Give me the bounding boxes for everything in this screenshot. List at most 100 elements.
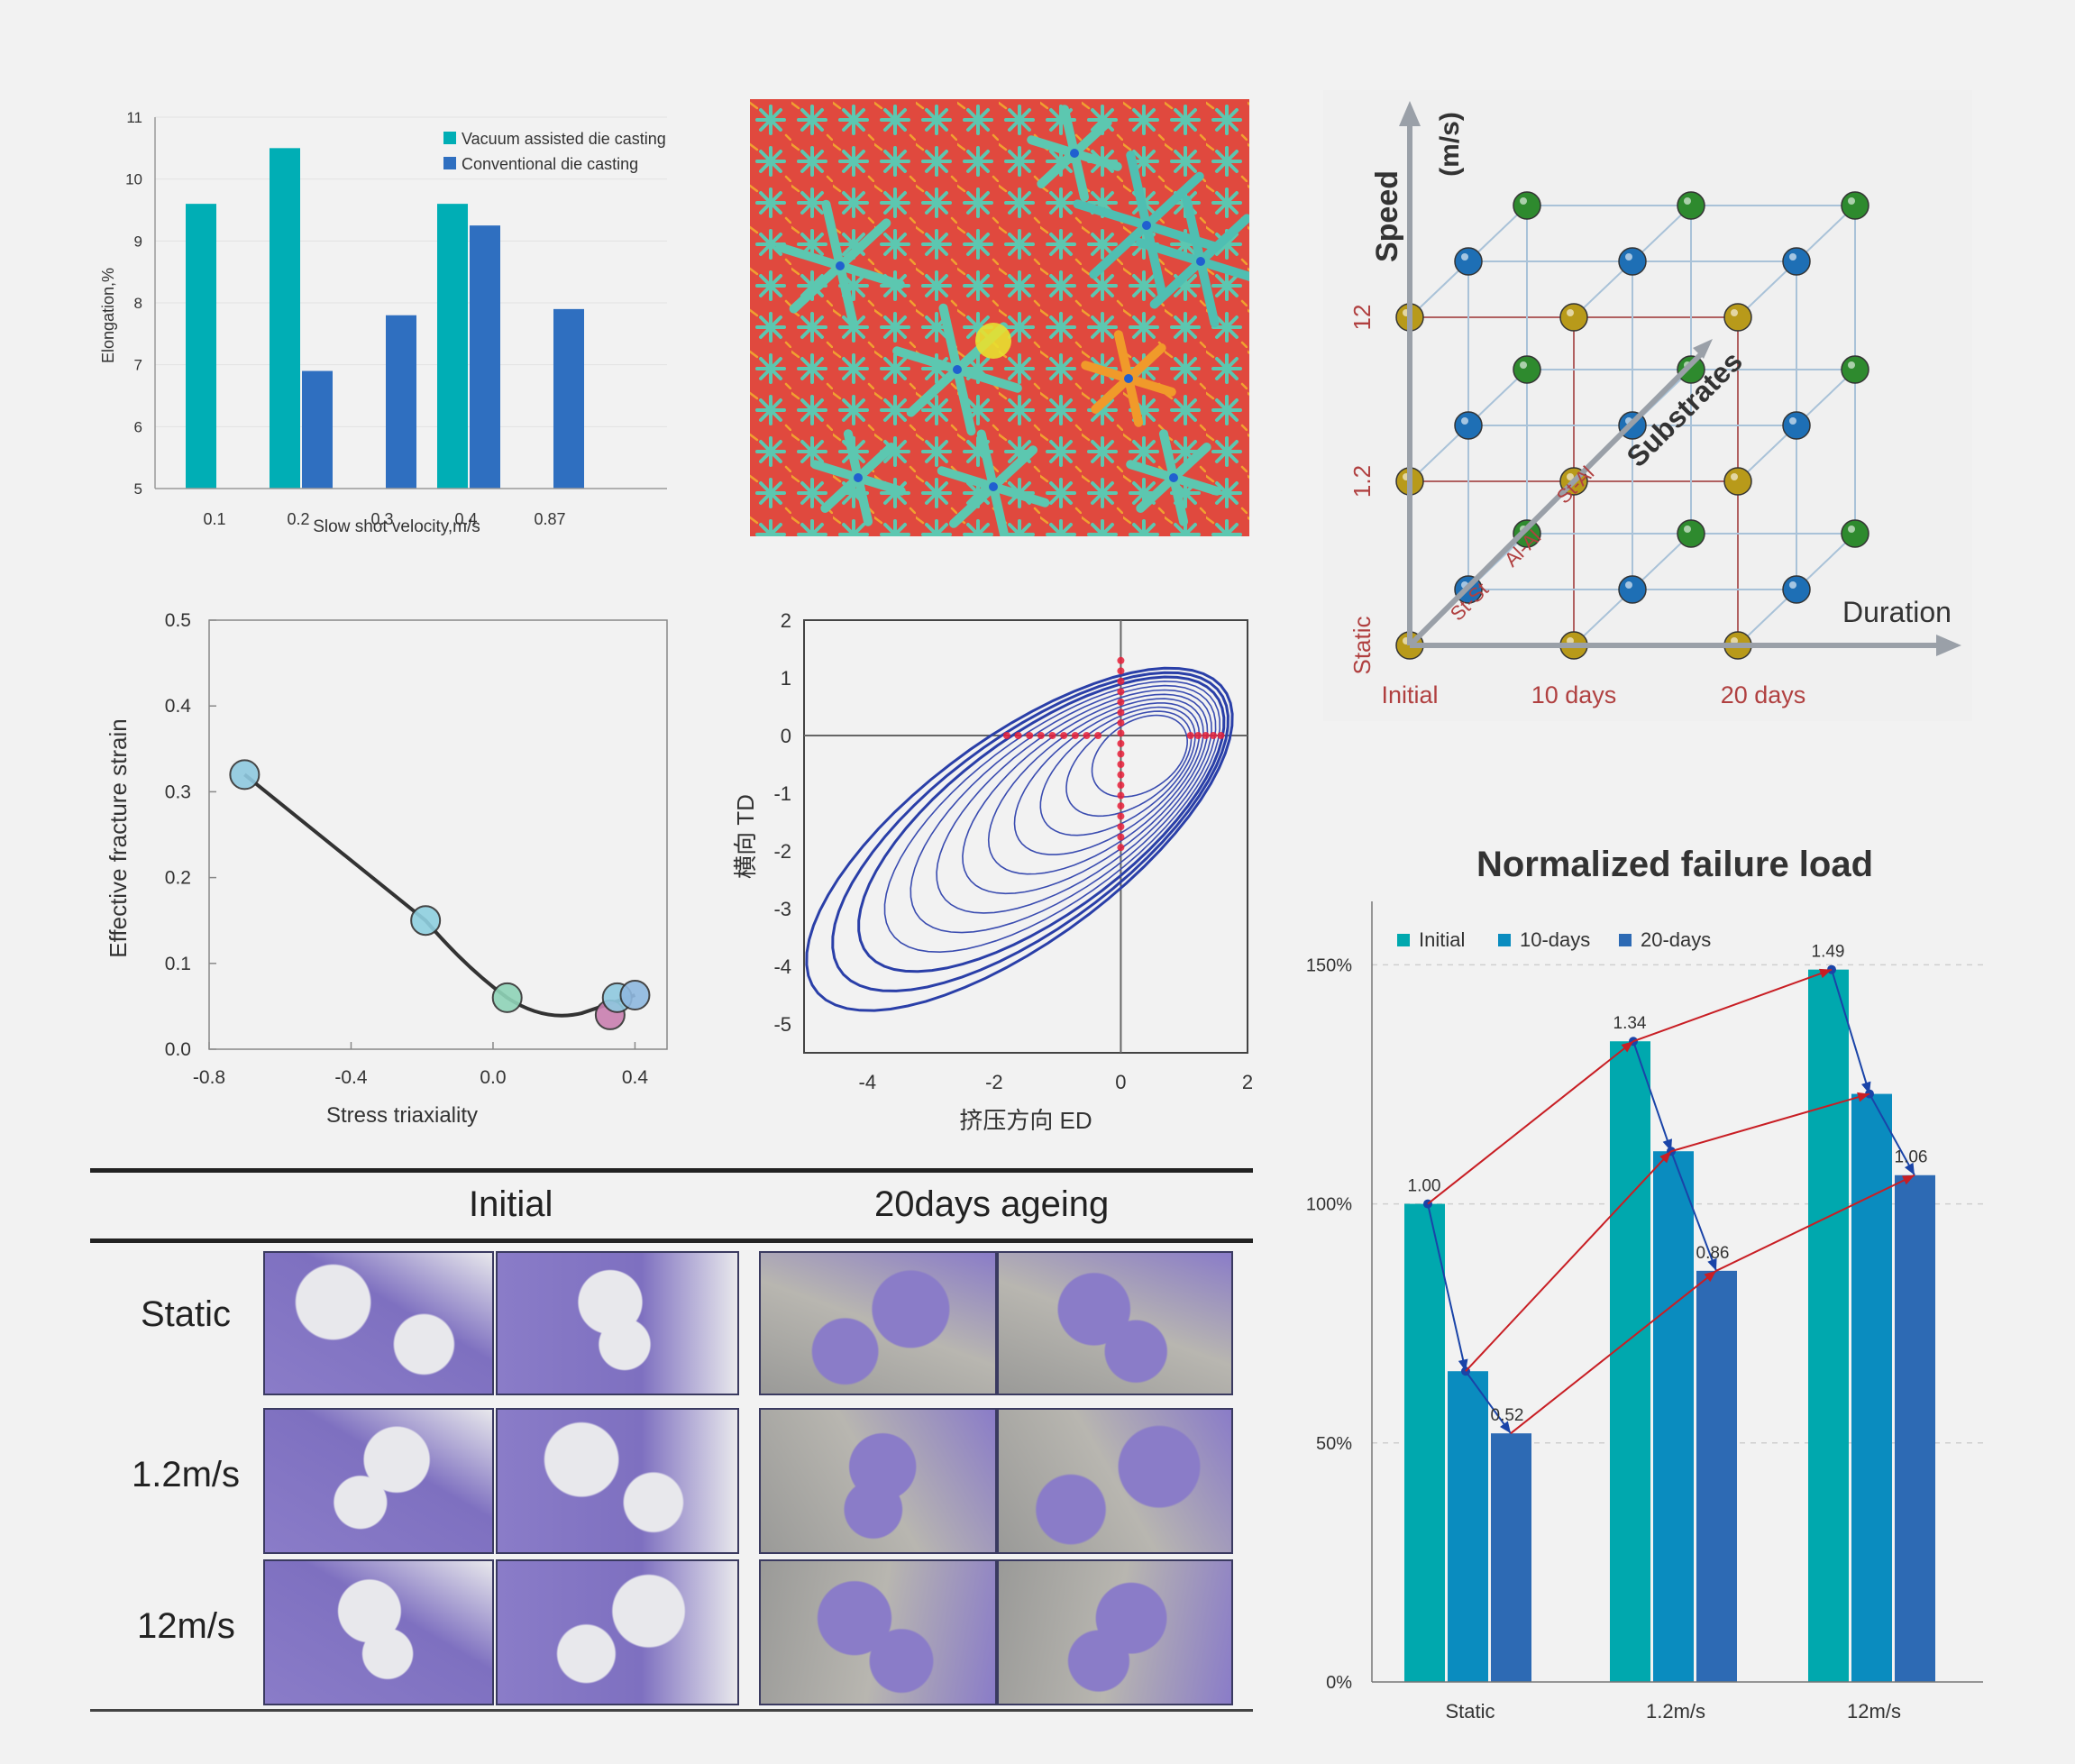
normalized-arrow-line <box>1632 968 1833 1043</box>
cube-node-highlight <box>1461 253 1468 260</box>
cube-node-ball <box>1782 247 1811 276</box>
sample-photo <box>997 1559 1233 1705</box>
sample-photo <box>263 1408 494 1554</box>
dendrite-arm <box>948 482 998 528</box>
elongation-x-tick-label: 0.4 <box>454 510 477 528</box>
normalized-legend-label: 20-days <box>1641 928 1711 951</box>
cube-node-ball <box>1618 575 1647 604</box>
fracture-data-point <box>491 982 523 1013</box>
dendrite-arm <box>1196 257 1249 281</box>
dendrite-arm <box>821 199 845 270</box>
normalized-legend-swatch <box>1397 934 1410 946</box>
dendrite-arm <box>1142 171 1204 230</box>
dendrite-arm <box>1037 149 1079 188</box>
yield-locus-x-tick-label: 2 <box>1242 1071 1253 1093</box>
cube-node-ball <box>1454 247 1483 276</box>
elongation-x-ticks: 0.1 0.2 0.3 0.4 0.87 <box>203 510 565 528</box>
dendrite-arm <box>854 473 873 526</box>
normalized-arrow-head <box>1659 1151 1671 1164</box>
dendrite-arm <box>854 473 906 496</box>
normalized-bar <box>1696 1270 1737 1682</box>
elongation-x-label: Slow shot velocity,m/s <box>313 517 480 536</box>
cube-node-highlight <box>1789 581 1796 589</box>
normalized-legend: Initial 10-days 20-days <box>1397 928 1711 951</box>
yield-locus-marker <box>1117 844 1125 852</box>
dendrite-arm <box>820 473 863 513</box>
yield-locus-marker <box>1117 688 1125 696</box>
yield-locus-y-tick-label: -4 <box>773 955 791 978</box>
cube-node-highlight <box>1789 253 1796 260</box>
elongation-legend-label: Vacuum assisted die casting <box>462 130 666 148</box>
dendrite-arm <box>1091 374 1133 414</box>
elongation-legend-swatch <box>443 132 456 144</box>
dendrite-arm <box>836 261 905 289</box>
normalized-y-tick-label: 50% <box>1316 1434 1352 1454</box>
cube-node-highlight <box>1789 417 1796 425</box>
normalized-arrow-line <box>1465 1370 1512 1434</box>
yield-locus-x-label: 挤压方向 ED <box>959 1107 1092 1134</box>
cube-node-ball <box>1677 191 1705 220</box>
cube-duration-tick-label: Initial <box>1381 681 1438 708</box>
dendrite-arm <box>810 460 863 482</box>
elongation-x-tick-label: 0.2 <box>287 510 309 528</box>
table-header-rule <box>90 1238 1253 1243</box>
dendrite-arm <box>937 466 998 491</box>
fracture-y-tick-label: 0.4 <box>165 696 192 717</box>
normalized-bar <box>1895 1174 1935 1682</box>
normalized-data-label: 1.49 <box>1812 943 1845 962</box>
yield-locus-marker <box>1026 732 1034 739</box>
yield-locus-x-tick-label: -2 <box>985 1071 1003 1093</box>
elongation-chart: 5 6 7 8 9 10 11 0.1 0.2 0.3 0.4 0.87 Vacuum assist… <box>99 109 667 536</box>
yield-locus-marker <box>1117 698 1125 706</box>
cube-node-ball <box>1841 355 1869 384</box>
dendrite-arm <box>1113 330 1133 383</box>
cube-node-highlight <box>1625 581 1632 589</box>
elongation-bar <box>302 370 333 489</box>
normalized-arrow-line <box>1632 1040 1672 1152</box>
normalized-arrow-line <box>1510 1270 1717 1434</box>
yield-locus-marker <box>1186 732 1194 739</box>
yield-locus-marker <box>1117 791 1125 800</box>
normalized-data-label: 0.86 <box>1696 1244 1730 1263</box>
elongation-y-tick-label: 7 <box>134 357 142 374</box>
normalized-bar <box>1491 1433 1531 1682</box>
table-bottom-rule <box>90 1709 1253 1712</box>
normalized-arrow-head <box>1857 1092 1869 1102</box>
row-label-static: Static <box>141 1294 232 1334</box>
yield-locus-marker <box>1117 823 1125 831</box>
fracture-strain-chart: -0.8 -0.4 0.0 0.4 0.0 0.1 0.2 0.3 0.4 0.5 Stress … <box>105 610 668 1128</box>
dendrite-core <box>854 473 863 482</box>
cube-node-ball <box>1513 519 1541 548</box>
yield-locus-marker <box>1117 729 1125 737</box>
fracture-surface-table: Initial 20days ageing Static 1.2m/s 12m/… <box>90 1168 1253 1713</box>
dendrite-arm <box>836 218 891 270</box>
yield-locus-red-markers <box>1002 656 1225 852</box>
yield-locus-contour <box>1065 710 1193 818</box>
sample-photo <box>263 1559 494 1705</box>
yield-locus-marker <box>1117 771 1125 779</box>
cube-node-highlight <box>1848 197 1855 205</box>
yield-locus-marker <box>1117 739 1125 747</box>
fracture-x-tick-label: -0.4 <box>334 1067 368 1088</box>
elongation-bar <box>270 148 300 489</box>
cube-node-highlight <box>1731 309 1738 316</box>
cube-node-highlight <box>1684 197 1691 205</box>
yield-locus-marker <box>1117 677 1125 685</box>
dendrite-arm <box>1169 473 1189 526</box>
dendrite-arm <box>1073 199 1151 230</box>
yield-locus-contours <box>805 666 1234 1012</box>
dendrite-arm <box>1196 257 1220 328</box>
normalized-arrow-head <box>1902 1174 1915 1185</box>
yield-locus-ticks: -4 -2 0 2 2 1 0 -1 -2 -3 -4 -5 <box>773 609 1253 1093</box>
sample-photo <box>997 1408 1233 1554</box>
dendrite-arm <box>953 365 1022 393</box>
dendrite-microstructure-image <box>750 99 1249 536</box>
yield-locus-y-tick-label: -2 <box>773 840 791 863</box>
fracture-data-point <box>229 759 261 791</box>
dendrite-arm <box>989 445 1038 491</box>
cube-node-highlight <box>1520 361 1527 369</box>
yield-locus-y-tick-label: -1 <box>773 782 791 805</box>
elongation-bars <box>186 148 584 489</box>
normalized-data-labels: 1.00 1.34 1.49 0.52 0.86 1.06 <box>1408 943 1928 1426</box>
normalized-bar <box>1404 1203 1445 1682</box>
